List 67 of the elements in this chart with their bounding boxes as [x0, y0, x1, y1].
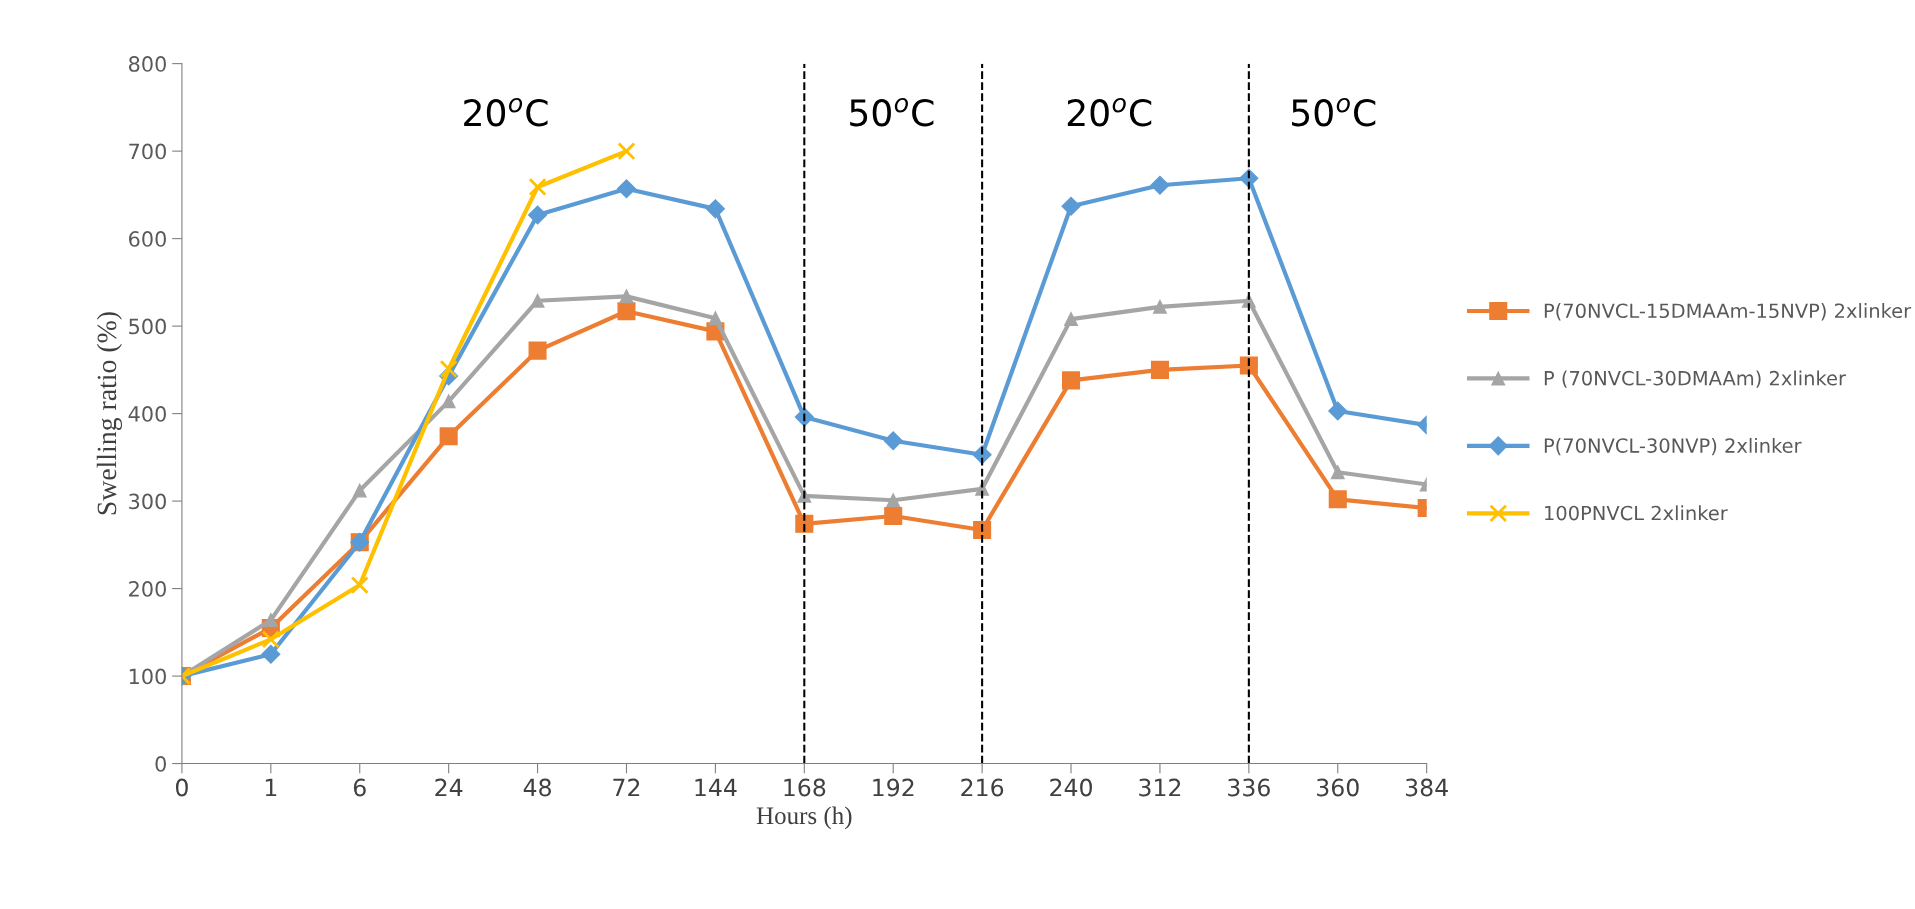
point — [528, 341, 547, 360]
y-tick-label: 600 — [129, 231, 166, 247]
x-tick-label: 168 — [784, 778, 826, 797]
annotation: 50$^{o}$C — [850, 97, 934, 127]
point — [352, 483, 367, 498]
point — [1328, 490, 1347, 509]
point — [261, 630, 280, 649]
point — [528, 205, 548, 225]
annotation: 20$^{o}$C — [464, 97, 548, 127]
point — [439, 359, 458, 378]
point — [1062, 371, 1081, 390]
point — [884, 506, 903, 525]
x-tick-label: 0 — [175, 778, 188, 797]
point — [973, 520, 992, 539]
point — [617, 142, 636, 161]
point — [1152, 299, 1167, 314]
point — [1061, 196, 1081, 216]
point — [350, 576, 369, 595]
y-tick-label: 300 — [129, 493, 166, 510]
x-tick-label: 240 — [1050, 778, 1092, 797]
x-tick-label: 384 — [1405, 778, 1448, 797]
point — [1150, 360, 1169, 379]
x-tick-label: 192 — [873, 778, 914, 797]
legend-label: P(70NVCL-30NVP) 2xlinker — [1544, 437, 1802, 456]
point — [883, 431, 903, 451]
point — [263, 613, 278, 628]
point — [528, 177, 547, 197]
point — [886, 493, 901, 508]
point — [708, 311, 723, 326]
y-tick-label: 100 — [129, 668, 166, 685]
x-tick-label: 48 — [523, 778, 551, 797]
legend-label: P (70NVCL-30DMAAm) 2xlinker — [1544, 370, 1846, 388]
point — [1328, 401, 1348, 421]
point — [1064, 312, 1078, 327]
x-tick-label: 6 — [353, 778, 366, 797]
y-tick-label: 700 — [129, 143, 166, 160]
point — [617, 302, 636, 321]
legend-label: 100PNVCL 2xlinker — [1545, 505, 1728, 521]
point — [439, 427, 458, 446]
point — [441, 394, 456, 409]
point — [1239, 356, 1258, 375]
x-tick-label: 360 — [1317, 778, 1359, 797]
point — [616, 179, 637, 199]
y-tick-label: 800 — [128, 56, 166, 72]
y-tick-label: 500 — [129, 318, 166, 335]
x-tick-label: 336 — [1228, 778, 1270, 797]
legend-label: P(70NVCL-15DMAAm-15NVP) 2xlinker — [1544, 303, 1912, 321]
point — [1330, 465, 1345, 480]
point — [1150, 175, 1170, 195]
annotation: 20$^{o}$C — [1067, 97, 1152, 127]
y-axis-title: Swelling ratio (%) — [96, 312, 123, 515]
point — [261, 644, 281, 664]
x-tick-label: 1 — [265, 778, 277, 797]
x-tick-label: 72 — [613, 778, 640, 797]
x-tick-label: 312 — [1139, 778, 1181, 797]
annotation: 50$^{o}$C — [1292, 97, 1376, 127]
point — [795, 514, 814, 533]
y-tick-label: 400 — [128, 406, 166, 422]
point — [619, 289, 634, 304]
y-tick-label: 0 — [155, 756, 166, 772]
point — [530, 293, 545, 308]
x-tick-label: 144 — [695, 778, 737, 797]
x-axis-title: Hours (h) — [756, 806, 852, 830]
x-tick-label: 216 — [961, 778, 1004, 797]
y-tick-label: 200 — [129, 581, 166, 597]
point — [705, 199, 725, 219]
x-tick-label: 24 — [435, 778, 463, 797]
